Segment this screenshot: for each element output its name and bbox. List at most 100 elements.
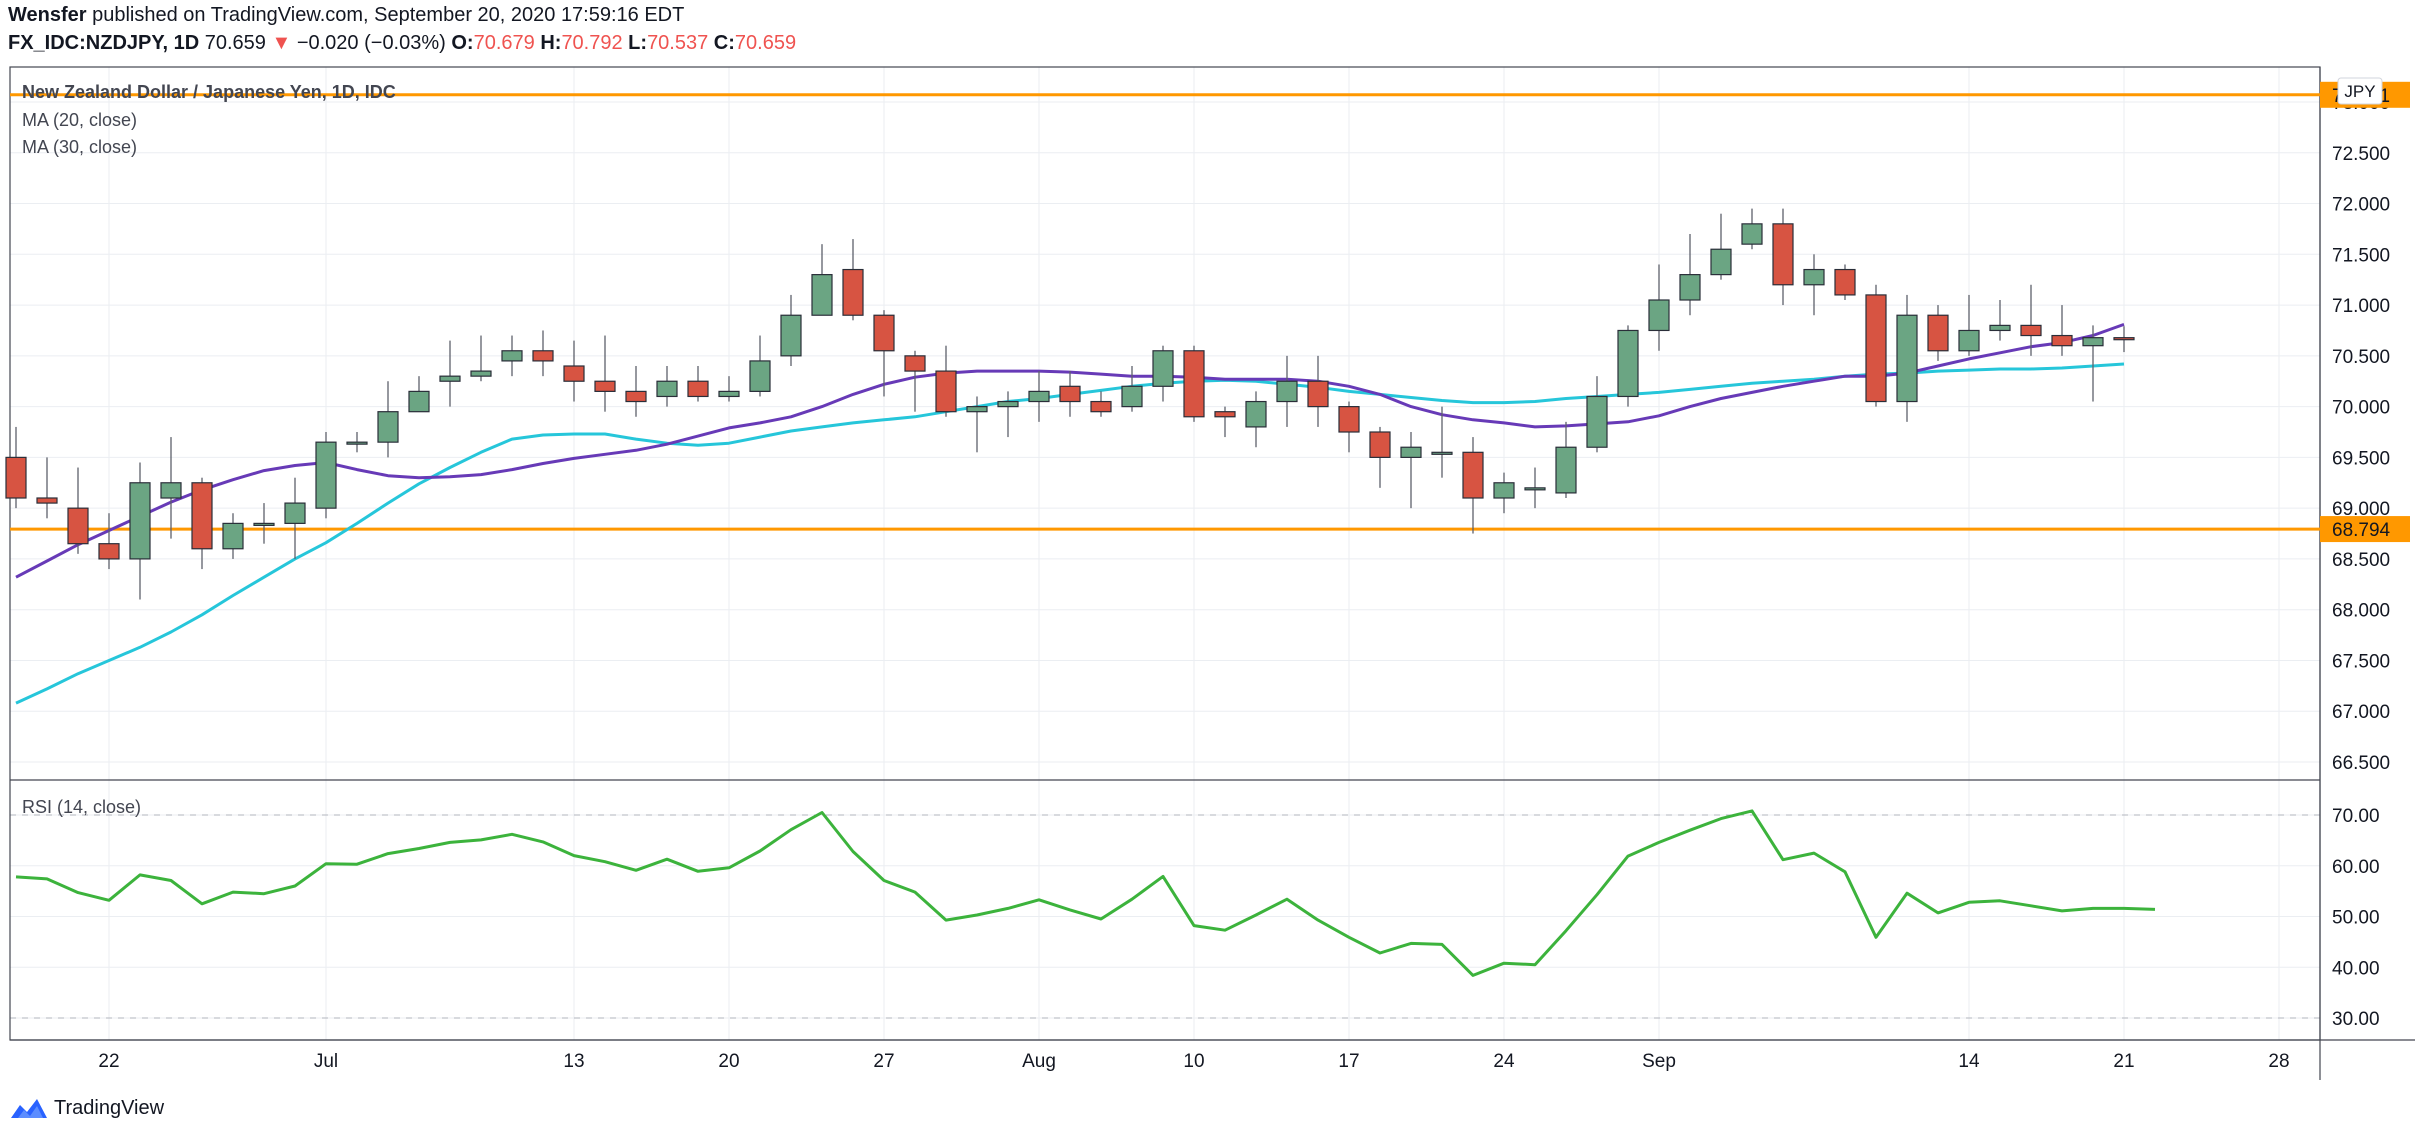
candle-down — [1338, 406, 1360, 433]
candle-down — [1927, 314, 1949, 352]
last-price: 70.659 — [204, 32, 266, 54]
candle-down — [1214, 411, 1236, 418]
candle-up — [656, 380, 678, 398]
author-name[interactable]: Wensfer — [8, 4, 87, 26]
low-value: 70.537 — [647, 32, 709, 54]
candle-down — [2051, 334, 2073, 347]
candle-up — [346, 441, 368, 445]
candle-up — [253, 522, 275, 526]
candle-down — [191, 482, 213, 550]
candle-down — [873, 314, 895, 352]
candle-down — [1059, 385, 1081, 403]
symbol-label[interactable]: FX_IDC:NZDJPY, 1D — [8, 32, 200, 54]
ma20-legend[interactable]: MA (20, close) — [22, 110, 138, 130]
candle-down — [2020, 324, 2042, 337]
rsi-line — [15, 809, 2156, 977]
candle-up — [1028, 390, 1050, 403]
candle-down — [98, 543, 120, 560]
candle-down — [5, 456, 27, 499]
candle-up — [439, 375, 461, 382]
candle-up — [1245, 400, 1267, 428]
rsi-tick-label: 70.00 — [2332, 806, 2380, 827]
candle-down — [1090, 400, 1112, 413]
candle-down — [1369, 431, 1391, 458]
candle-down — [1462, 451, 1484, 499]
candle-down — [532, 350, 554, 362]
candle-down — [563, 365, 585, 382]
time-tick-label: 13 — [563, 1051, 584, 1072]
tradingview-logo-icon — [11, 1099, 47, 1118]
price-tick-label: 68.000 — [2332, 601, 2390, 622]
rsi-tick-label: 50.00 — [2332, 908, 2380, 929]
candle-down — [2113, 337, 2135, 341]
candle-up — [1648, 299, 1670, 332]
candle-up — [2082, 337, 2104, 347]
candle-up — [222, 522, 244, 550]
currency-label: JPY — [2344, 82, 2375, 101]
candle-up — [1493, 482, 1515, 499]
price-tick-label: 67.000 — [2332, 702, 2390, 723]
high-label: H: — [540, 32, 562, 54]
candle-up — [470, 370, 492, 377]
candle-up — [408, 390, 430, 413]
symbol-bar: FX_IDC:NZDJPY, 1D 70.659 ▼ −0.020 (−0.03… — [8, 32, 796, 55]
price-tick-label: 66.500 — [2332, 753, 2390, 774]
candle-up — [1958, 329, 1980, 352]
candle-up — [1989, 324, 2011, 332]
chart-frame — [9, 66, 2321, 1041]
candle-up — [160, 482, 182, 499]
candle-up — [749, 360, 771, 392]
level-price-tag — [2320, 516, 2410, 543]
candle-up — [1276, 380, 1298, 403]
publish-text: published on TradingView.com, September … — [92, 4, 685, 26]
candle-up — [1524, 487, 1546, 491]
ma30-legend[interactable]: MA (30, close) — [22, 137, 138, 157]
candle-down — [594, 380, 616, 392]
footer-brand[interactable]: TradingView — [10, 1096, 164, 1120]
rsi-tick-label: 60.00 — [2332, 857, 2380, 878]
currency-badge — [2337, 77, 2383, 105]
rsi-legend[interactable]: RSI (14, close) — [22, 797, 142, 817]
high-value: 70.792 — [561, 32, 623, 54]
time-tick-label: 17 — [1338, 1051, 1359, 1072]
level-price-label: 68.794 — [2332, 520, 2391, 541]
candle-up — [1896, 314, 1918, 403]
rsi-tick-label: 40.00 — [2332, 958, 2380, 979]
close-label: C: — [713, 32, 735, 54]
candle-up — [1152, 350, 1174, 387]
time-tick-label: 10 — [1183, 1051, 1204, 1072]
price-tick-label: 68.500 — [2332, 550, 2390, 571]
candle-down — [935, 370, 957, 413]
candle-up — [284, 502, 306, 524]
price-tick-label: 71.000 — [2332, 296, 2390, 317]
time-tick-label: Sep — [1642, 1051, 1676, 1072]
brand-name: TradingView — [54, 1096, 165, 1119]
triangle-down-icon: ▼ — [271, 32, 292, 54]
rsi-tick-label: 30.00 — [2332, 1009, 2380, 1030]
publish-info: Wensfer published on TradingView.com, Se… — [8, 4, 684, 27]
candle-down — [1772, 223, 1794, 286]
price-tick-label: 70.000 — [2332, 398, 2390, 419]
low-label: L: — [628, 32, 648, 54]
time-tick-label: 24 — [1493, 1051, 1515, 1072]
open-label: O: — [451, 32, 474, 54]
time-tick-label: Jul — [314, 1051, 338, 1072]
candle-up — [966, 406, 988, 413]
candle-up — [129, 482, 151, 560]
close-value: 70.659 — [734, 32, 797, 54]
candle-up — [811, 274, 833, 316]
candle-down — [1865, 294, 1887, 403]
price-tick-label: 72.500 — [2332, 144, 2390, 165]
candle-up — [1710, 248, 1732, 276]
candle-up — [1586, 395, 1608, 448]
candle-up — [1679, 274, 1701, 301]
price-tick-label: 67.500 — [2332, 651, 2390, 672]
candle-down — [67, 507, 89, 545]
time-tick-label: 14 — [1958, 1051, 1980, 1072]
time-tick-label: Aug — [1022, 1051, 1056, 1072]
time-tick-label: 28 — [2268, 1051, 2289, 1072]
candle-up — [1121, 385, 1143, 408]
time-tick-label: 27 — [873, 1051, 894, 1072]
candle-up — [1803, 268, 1825, 286]
